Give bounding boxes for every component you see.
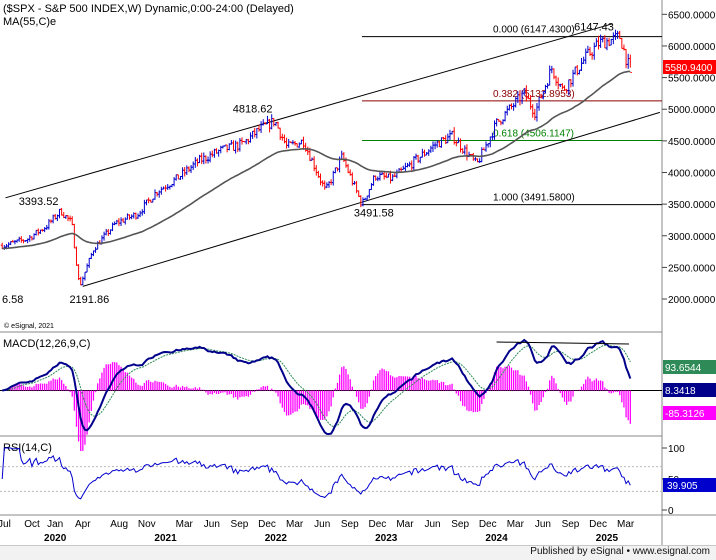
x-month-label: Dec [258, 519, 276, 530]
moving-average [2, 70, 631, 250]
x-month-label: Nov [138, 519, 156, 530]
macd-pane: MACD(12,26,9,C) 93.6544 8.3418 -85.3126 [0, 338, 716, 451]
fib-label: 0.000 (6147.4300) [493, 25, 575, 36]
price-tick-label: 6000.0000 [668, 42, 716, 53]
x-month-label: Jun [314, 519, 330, 530]
x-month-label: Dec [368, 519, 386, 530]
price-y-axis: 6500.0000 6000.0000 5500.0000 5000.0000 4500… [662, 10, 716, 306]
x-month-label: Dec [589, 519, 607, 530]
price-tick-label: 5000.0000 [668, 105, 716, 116]
x-month-label: Aug [110, 519, 128, 530]
x-month-label: Jun [204, 519, 220, 530]
histogram-value: -85.3126 [665, 409, 705, 420]
rsi-tick-label: 100 [668, 444, 685, 455]
channel-lower-line [82, 111, 661, 287]
x-year-label: 2021 [154, 533, 177, 544]
x-month-label: Sep [341, 519, 359, 530]
pivot-label: 3491.58 [354, 208, 394, 220]
x-month-label: Sep [562, 519, 580, 530]
published-note: Published by eSignal • www.esignal.com [530, 546, 710, 557]
watermark: © eSignal, 2021 [4, 322, 54, 330]
pivot-label: 4818.62 [233, 104, 273, 116]
price-tick-label: 3000.0000 [668, 232, 716, 243]
price-tick-label: 3500.0000 [668, 200, 716, 211]
ma-label: MA(55,C)e [3, 16, 56, 28]
rsi-label: RSI(14,C) [3, 442, 52, 454]
macd-value: 93.6544 [665, 363, 702, 374]
rsi-line [1, 447, 631, 500]
x-month-label: Oct [24, 519, 40, 530]
chart-title: ($SPX - S&P 500 INDEX,W) Dynamic,0:00-24… [3, 3, 294, 15]
x-year-label: 2024 [485, 533, 508, 544]
pivot-label: 3393.52 [19, 196, 59, 208]
x-month-label: Mar [396, 519, 414, 530]
left-edge-label: 6.58 [2, 294, 23, 306]
x-year-label: 2025 [596, 533, 619, 544]
macd-label: MACD(12,26,9,C) [3, 338, 90, 350]
x-month-label: Mar [507, 519, 525, 530]
price-tick-label: 5500.0000 [668, 74, 716, 85]
fib-label: 1.000 (3491.5800) [493, 193, 575, 204]
trend-channel [5, 23, 661, 287]
fib-label: 0.382 (5132.8953) [493, 89, 575, 100]
x-month-label: Jan [47, 519, 63, 530]
pivot-label: 6147.43 [574, 22, 614, 34]
x-month-label: Mar [617, 519, 635, 530]
fib-label: 0.618 (4506.1147) [493, 128, 574, 139]
x-year-label: 2023 [375, 533, 398, 544]
x-month-label: Jul [0, 519, 11, 530]
x-month-label: Jun [424, 519, 440, 530]
last-price: 5580.9400 [663, 60, 716, 74]
price-bars [0, 29, 632, 286]
macd-line [2, 338, 632, 436]
rsi-pane: RSI(14,C) 100500 39.905 [0, 442, 716, 517]
x-year-label: 2020 [44, 533, 67, 544]
channel-upper-line [5, 23, 613, 199]
price-bar [628, 54, 632, 73]
x-month-label: Mar [176, 519, 194, 530]
footer-bar: Published by eSignal • www.esignal.com [0, 545, 716, 560]
price-tick-label: 4000.0000 [668, 168, 716, 179]
price-tick-label: 4500.0000 [668, 137, 716, 148]
rsi-value: 39.905 [667, 481, 698, 492]
x-month-label: Sep [231, 519, 249, 530]
price-pane: ($SPX - S&P 500 INDEX,W) Dynamic,0:00-24… [0, 0, 716, 545]
x-month-label: Jun [535, 519, 551, 530]
macd-signal-line [2, 344, 631, 427]
x-month-label: Mar [286, 519, 304, 530]
pivot-label: 2191.86 [69, 294, 109, 306]
ma-line [2, 70, 631, 250]
x-axis: Jul Oct Jan Apr Aug Nov Mar Jun Sep Dec Mar Jun Sep D… [0, 519, 635, 544]
price-tick-label: 6500.0000 [668, 10, 716, 21]
x-year-label: 2022 [265, 533, 288, 544]
x-month-label: Apr [75, 519, 91, 530]
x-month-label: Sep [451, 519, 469, 530]
price-tick-label: 2500.0000 [668, 263, 716, 274]
x-month-label: Dec [479, 519, 497, 530]
signal-value: 8.3418 [665, 386, 696, 397]
price-tick-label: 2000.0000 [668, 295, 716, 306]
macd-divergence-line [496, 341, 629, 345]
fib-levels: 0.000 (6147.4300) 0.382 (5132.8953) 0.618 … [361, 25, 662, 206]
rsi-tick-label: 0 [668, 506, 674, 517]
last-price-value: 5580.9400 [665, 63, 713, 74]
pivot-labels: 3393.52 2191.86 4818.62 3491.58 6147.43 [19, 22, 614, 306]
